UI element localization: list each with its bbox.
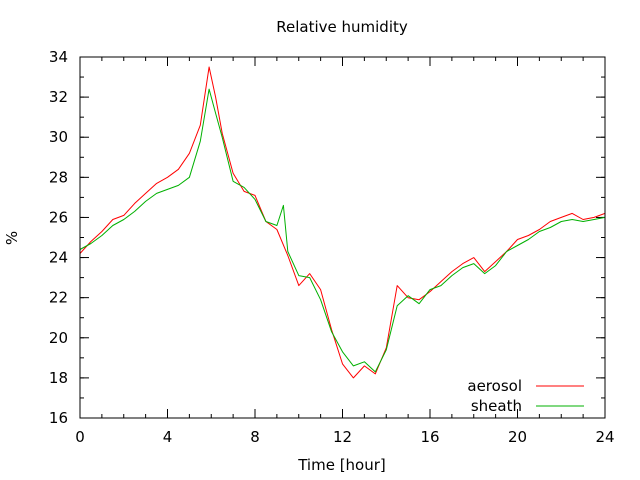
y-tick-label: 16 xyxy=(49,409,68,427)
y-tick-label: 28 xyxy=(49,168,68,186)
series-lines xyxy=(79,66,606,379)
y-tick-label: 20 xyxy=(49,329,68,347)
legend-label-sheath: sheath xyxy=(471,397,522,415)
x-tick-label: 8 xyxy=(250,428,260,446)
series-line-aerosol xyxy=(79,66,606,379)
plot-frame xyxy=(79,56,606,419)
x-tick-label: 24 xyxy=(595,428,614,446)
y-tick-label: 32 xyxy=(49,88,68,106)
legend-label-aerosol: aerosol xyxy=(467,377,522,395)
chart-title: Relative humidity xyxy=(276,18,408,36)
series-line-sheath xyxy=(79,88,606,373)
axis-ticks: 0 4 8 12 16 20 24 16 18 20 22 24 26 28 30 32 34 xyxy=(49,48,615,446)
y-tick-label: 30 xyxy=(49,128,68,146)
y-tick-label: 34 xyxy=(49,48,68,66)
x-tick-label: 0 xyxy=(75,428,85,446)
y-tick-label: 18 xyxy=(49,369,68,387)
y-axis-label: % xyxy=(3,231,21,245)
y-tick-label: 24 xyxy=(49,249,68,267)
x-tick-label: 4 xyxy=(163,428,173,446)
legend: aerosol sheath xyxy=(467,377,584,415)
y-tick-label: 26 xyxy=(49,208,68,226)
x-tick-label: 16 xyxy=(420,428,439,446)
x-axis-label: Time [hour] xyxy=(297,456,386,474)
x-tick-label: 20 xyxy=(508,428,527,446)
y-tick-label: 22 xyxy=(49,289,68,307)
x-tick-label: 12 xyxy=(333,428,352,446)
